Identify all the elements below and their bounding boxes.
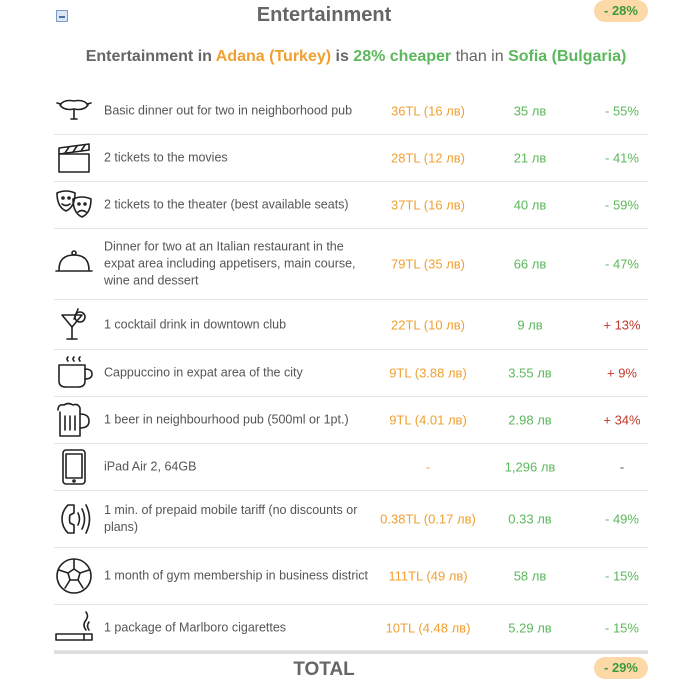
summary-prefix: Entertainment in — [85, 48, 216, 65]
summary-is: is — [331, 48, 354, 65]
section-percent-badge: - 28% — [594, 0, 648, 22]
price-difference: + 9% — [607, 365, 637, 381]
price-difference: + 13% — [603, 317, 641, 332]
summary-city-a: Adana (Turkey) — [215, 48, 332, 65]
price-city-a: 9TL (3.88 лв) — [389, 365, 467, 381]
total-divider — [54, 651, 648, 654]
price-city-b: 3.55 лв — [508, 365, 552, 381]
price-city-b: 1,296 лв — [504, 459, 556, 475]
beer-mug-icon — [54, 400, 94, 440]
price-difference: - 55% — [605, 103, 639, 119]
price-city-a: - — [425, 459, 431, 475]
item-label: iPad Air 2, 64GB — [104, 459, 197, 474]
price-city-a: 28TL (12 лв) — [391, 150, 465, 166]
list-item: 1 package of Marlboro cigarettes 10TL (4… — [54, 605, 648, 651]
list-item: Cappuccino in expat area of the city 9TL… — [54, 350, 648, 397]
total-label: TOTAL — [293, 659, 355, 680]
price-city-a: 37TL (16 лв) — [391, 197, 465, 213]
price-city-b: 40 лв — [513, 197, 547, 213]
list-item: 2 tickets to the movies 28TL (12 лв) 21 … — [54, 135, 648, 182]
price-city-a: 0.38TL (0.17 лв) — [380, 511, 476, 527]
item-label: Dinner for two at an Italian restaurant … — [104, 239, 356, 288]
price-city-a: 9TL (4.01 лв) — [389, 412, 467, 428]
price-city-a: 10TL (4.48 лв) — [385, 620, 471, 635]
tablet-icon — [54, 447, 94, 487]
price-city-b: 66 лв — [513, 256, 547, 272]
price-difference: - 59% — [605, 197, 639, 213]
item-label: 1 package of Marlboro cigarettes — [104, 620, 287, 634]
list-item: 1 month of gym membership in business di… — [54, 548, 648, 605]
price-difference: - 41% — [605, 150, 639, 166]
summary-than-in: than in — [451, 48, 509, 65]
price-city-b: 35 лв — [513, 103, 547, 119]
summary-cheaper: cheaper — [385, 48, 452, 65]
price-difference: - — [619, 459, 625, 475]
summary-city-b: Sofia (Bulgaria) — [508, 48, 627, 65]
price-city-b: 58 лв — [513, 568, 547, 584]
item-label: 2 tickets to the movies — [104, 150, 228, 165]
coffee-cup-icon — [54, 353, 94, 393]
list-item: 1 min. of prepaid mobile tariff (no disc… — [54, 491, 648, 548]
theater-masks-icon — [54, 185, 94, 225]
item-label: 1 month of gym membership in business di… — [104, 568, 368, 583]
price-difference: - 15% — [605, 568, 639, 584]
price-difference: - 49% — [605, 511, 639, 527]
section-header: Entertainment - 28% — [0, 0, 682, 32]
price-city-a: 22TL (10 лв) — [391, 317, 465, 332]
price-difference: - 47% — [605, 256, 639, 272]
total-percent-badge: - 29% — [594, 657, 648, 679]
list-item: 1 cocktail drink in downtown club 22TL (… — [54, 300, 648, 350]
item-label: Basic dinner out for two in neighborhood… — [104, 103, 353, 118]
price-city-b: 9 лв — [517, 317, 543, 332]
price-difference: - 15% — [605, 620, 639, 635]
list-item: Basic dinner out for two in neighborhood… — [54, 88, 648, 135]
comparison-summary: Entertainment in Adana (Turkey) is 28% c… — [0, 48, 682, 66]
cocktail-icon — [54, 305, 94, 345]
summary-percent: 28% — [353, 48, 386, 65]
list-item: 2 tickets to the theater (best available… — [54, 182, 648, 229]
item-label: 1 cocktail drink in downtown club — [104, 317, 287, 331]
price-difference: + 34% — [603, 412, 641, 428]
price-comparison-list: Basic dinner out for two in neighborhood… — [54, 88, 648, 651]
cloche-icon — [54, 244, 94, 284]
price-city-a: 36TL (16 лв) — [391, 103, 465, 119]
price-city-b: 5.29 лв — [508, 620, 552, 635]
item-label: Cappuccino in expat area of the city — [104, 365, 303, 380]
item-label: 1 beer in neighbourhood pub (500ml or 1p… — [104, 412, 349, 427]
phone-icon — [54, 499, 94, 539]
item-label: 2 tickets to the theater (best available… — [104, 197, 349, 212]
price-city-a: 79TL (35 лв) — [391, 256, 465, 272]
item-label: 1 min. of prepaid mobile tariff (no disc… — [104, 503, 358, 534]
section-title: Entertainment — [256, 4, 392, 26]
price-city-b: 21 лв — [513, 150, 547, 166]
list-item: Dinner for two at an Italian restaurant … — [54, 229, 648, 300]
price-city-b: 2.98 лв — [508, 412, 552, 428]
price-city-a: 111TL (49 лв) — [388, 568, 468, 584]
cigarette-icon — [54, 608, 94, 648]
collapse-icon[interactable] — [56, 10, 68, 22]
clapperboard-icon — [54, 138, 94, 178]
list-item: 1 beer in neighbourhood pub (500ml or 1p… — [54, 397, 648, 444]
list-item: iPad Air 2, 64GB - 1,296 лв - — [54, 444, 648, 491]
sausage-icon — [54, 91, 94, 131]
soccer-ball-icon — [54, 556, 94, 596]
price-city-b: 0.33 лв — [508, 511, 552, 527]
